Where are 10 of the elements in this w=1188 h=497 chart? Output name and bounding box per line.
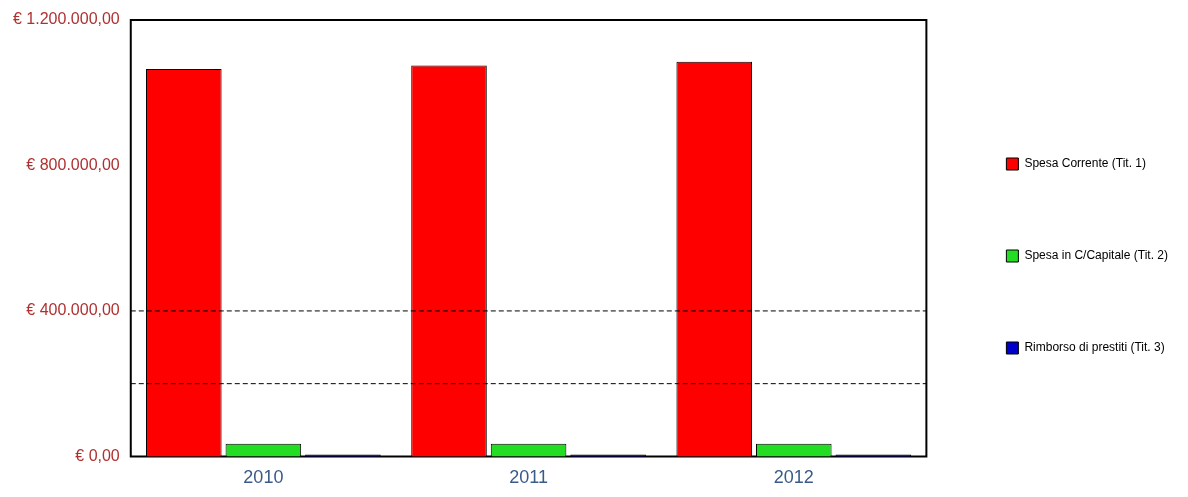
x-tick-label: 2012 [773,467,814,488]
x-tick-label: 2011 [509,467,548,488]
y-tick-label: € 0,00 [75,446,120,464]
x-tick-label: 2010 [243,467,284,488]
y-tick-label: € 800.000,00 [26,155,120,173]
y-tick-label: € 400.000,00 [26,301,120,319]
legend-label: Rimborso di prestiti (Tit. 3) [1024,340,1165,355]
legend-label: Spesa Corrente (Tit. 1) [1024,156,1146,171]
y-tick-label: € 1.200.000,00 [13,10,120,28]
legend-label: Spesa in C/Capitale (Tit. 2) [1024,248,1169,263]
